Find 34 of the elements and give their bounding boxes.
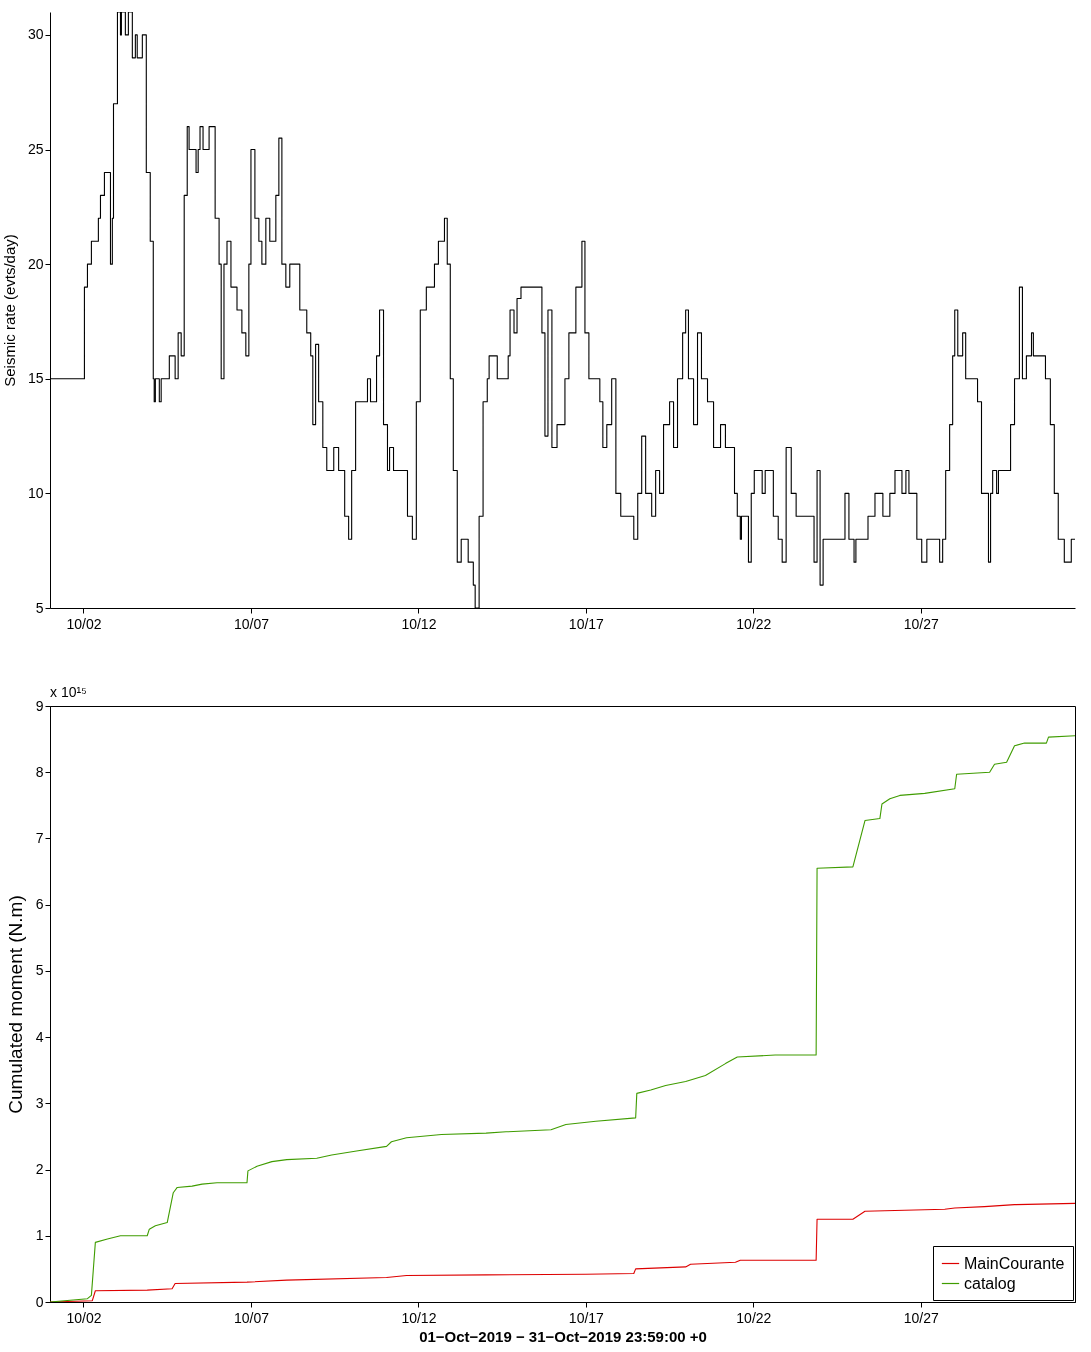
- x-tick-label: 10/12: [401, 1309, 437, 1326]
- y-axis-title: Cumulated moment (N.m): [4, 895, 26, 1114]
- x-tick-label: 10/07: [233, 1309, 270, 1326]
- x-tick-label: 10/22: [736, 1309, 772, 1326]
- x-tick-label: 10/27: [903, 1309, 940, 1326]
- y-tick-label: 5: [35, 962, 44, 979]
- y-axis-title: Seismic rate (evts/day): [0, 234, 18, 387]
- x-axis-title: 01−Oct−2019 − 31−Oct−2019 23:59:00 +0: [419, 1327, 707, 1345]
- y-tick-label: 20: [27, 255, 44, 272]
- text: x 10¹⁵: [50, 684, 87, 700]
- x-tick-label: 10/07: [233, 615, 270, 632]
- legend-label: MainCourante: [964, 1254, 1065, 1272]
- x-tick-label: 10/17: [568, 615, 605, 632]
- y-tick-label: 4: [35, 1028, 44, 1045]
- y-tick-label: 25: [27, 141, 44, 158]
- y-tick-label: 3: [35, 1094, 44, 1111]
- y-tick-label: 15: [27, 370, 44, 387]
- x-tick-label: 10/12: [401, 615, 437, 632]
- x-tick-label: 10/22: [736, 615, 772, 632]
- y-tick-label: 0: [35, 1293, 44, 1310]
- y-tick-label: 2: [35, 1161, 44, 1178]
- y-tick-label: 8: [35, 763, 44, 780]
- y-tick-label: 1: [35, 1227, 44, 1244]
- y-tick-label: 30: [27, 26, 44, 43]
- y-tick-label: 5: [35, 599, 44, 616]
- x-tick-label: 10/17: [568, 1309, 605, 1326]
- x-tick-label: 10/02: [66, 615, 102, 632]
- y-tick-label: 7: [35, 829, 44, 846]
- y-tick-label: 9: [35, 697, 44, 714]
- y-tick-label: 6: [35, 896, 44, 913]
- x-tick-label: 10/02: [66, 1309, 102, 1326]
- legend-label: catalog: [964, 1274, 1016, 1292]
- y-tick-label: 10: [27, 484, 44, 501]
- x-tick-label: 10/27: [903, 615, 940, 632]
